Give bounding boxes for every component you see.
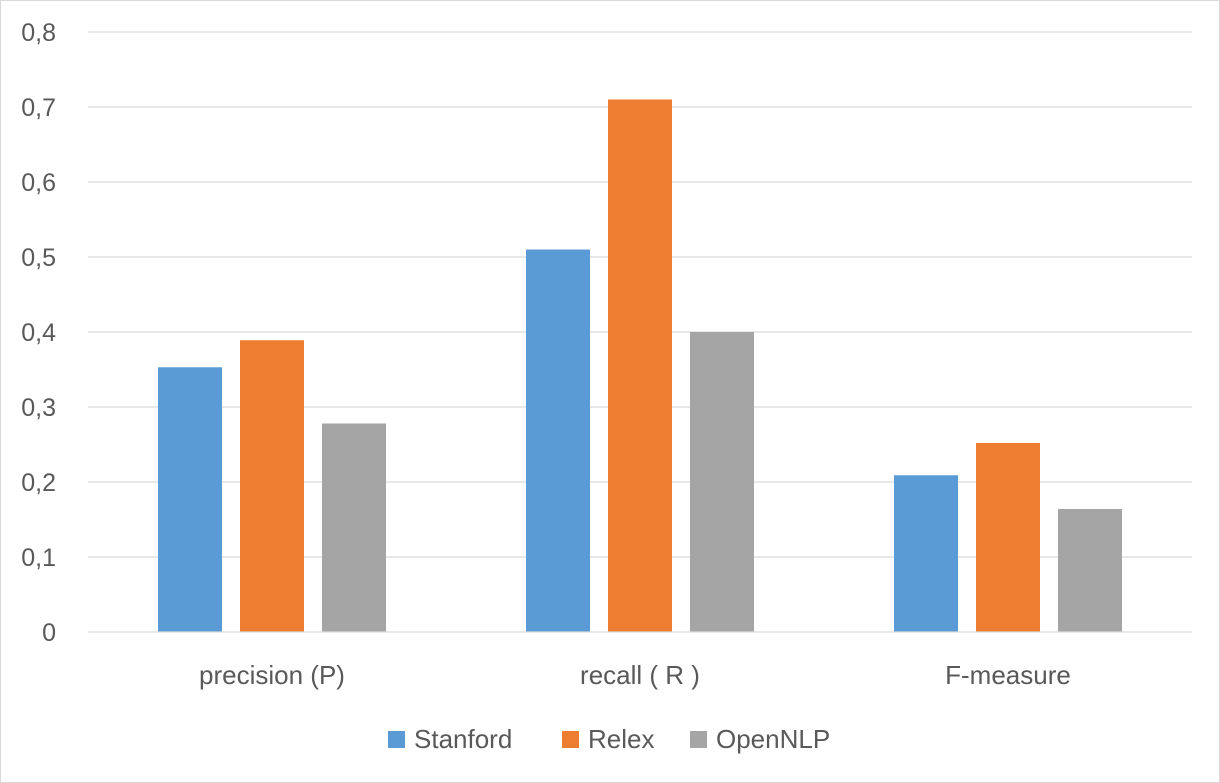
legend-label: Relex xyxy=(588,724,654,754)
y-tick-label: 0,6 xyxy=(21,169,56,197)
legend-label: Stanford xyxy=(414,724,512,754)
category-label: F-measure xyxy=(945,660,1071,690)
legend-swatch xyxy=(690,731,707,748)
category-labels: precision (P) recall ( R ) F-measure xyxy=(199,660,1071,690)
y-tick-label: 0,4 xyxy=(21,319,56,347)
y-tick-label: 0,1 xyxy=(21,544,56,572)
category-label: recall ( R ) xyxy=(580,660,700,690)
bar-opennlp-3 xyxy=(1058,509,1122,632)
bar-stanford-2 xyxy=(526,249,590,632)
y-tick-label: 0,8 xyxy=(21,19,56,47)
y-tick-label: 0,5 xyxy=(21,244,56,272)
y-tick-label: 0 xyxy=(42,619,56,647)
legend-swatch xyxy=(562,731,579,748)
bars xyxy=(158,99,1122,632)
bar-stanford-1 xyxy=(158,367,222,632)
legend-item-relex: Relex xyxy=(562,724,654,754)
legend-item-stanford: Stanford xyxy=(388,724,512,754)
y-tick-label: 0,3 xyxy=(21,394,56,422)
y-tick-label: 0,2 xyxy=(21,469,56,497)
category-label: precision (P) xyxy=(199,660,345,690)
legend-item-opennlp: OpenNLP xyxy=(690,724,830,754)
legend: Stanford Relex OpenNLP xyxy=(388,724,830,754)
y-axis-ticks: 0 0,1 0,2 0,3 0,4 0,5 0,6 0,7 0,8 xyxy=(21,19,56,647)
bar-relex-3 xyxy=(976,443,1040,632)
bar-opennlp-1 xyxy=(322,423,386,632)
y-tick-label: 0,7 xyxy=(21,94,56,122)
bar-stanford-3 xyxy=(894,475,958,632)
bar-opennlp-2 xyxy=(690,332,754,632)
legend-label: OpenNLP xyxy=(716,724,830,754)
legend-swatch xyxy=(388,731,405,748)
bar-relex-1 xyxy=(240,340,304,632)
bar-relex-2 xyxy=(608,99,672,632)
